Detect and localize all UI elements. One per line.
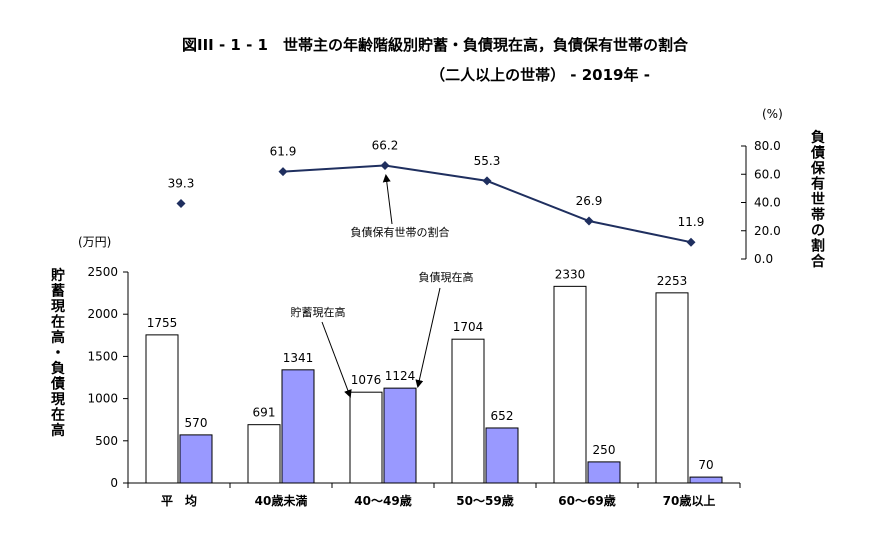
line-point xyxy=(176,198,186,208)
bar-debt-label: 570 xyxy=(185,416,208,430)
bar-savings-label: 1704 xyxy=(453,320,484,334)
left-axis-label-char: 負 xyxy=(51,360,65,377)
line-point-label: 39.3 xyxy=(168,176,195,190)
left-axis-unit: (万円) xyxy=(78,235,111,249)
left-tick-label: 2000 xyxy=(87,307,118,321)
right-axis-label-char: の xyxy=(811,223,825,239)
right-tick-label: 80.0 xyxy=(754,139,781,153)
right-axis-label-char: 有 xyxy=(811,176,825,193)
left-axis-label-char: 高 xyxy=(51,422,65,439)
left-axis-label-char: 在 xyxy=(51,407,65,424)
x-category-label: 70歳以上 xyxy=(663,493,716,508)
left-axis-label-char: 蓄 xyxy=(51,283,65,300)
left-tick-label: 1500 xyxy=(87,349,118,363)
left-axis-label-char: 現 xyxy=(51,392,65,408)
bar-debt-label: 652 xyxy=(491,409,514,423)
bar-debt xyxy=(587,461,621,484)
bar-savings-label: 2330 xyxy=(555,267,586,281)
bar-savings-label: 1076 xyxy=(351,373,382,387)
annotation-savings-label: 貯蓄現在高 xyxy=(291,305,346,319)
line-point xyxy=(686,237,696,247)
right-axis-label-char: 帯 xyxy=(811,207,825,224)
line-point xyxy=(380,160,390,170)
bar-debt xyxy=(281,369,315,484)
line-point xyxy=(584,216,594,226)
bar-savings xyxy=(349,391,383,484)
bar-savings xyxy=(247,424,281,484)
annotation-line-label: 負債保有世帯の割合 xyxy=(351,225,450,239)
line-point xyxy=(278,167,288,177)
right-tick-label: 20.0 xyxy=(754,224,781,238)
bar-debt xyxy=(689,476,723,484)
bar-debt xyxy=(383,387,417,484)
x-category-label: 50～59歳 xyxy=(456,493,513,508)
annotation-savings-arrow xyxy=(321,321,352,398)
bar-debt xyxy=(485,427,519,484)
left-axis-label-char: 在 xyxy=(51,314,65,331)
x-category-label: 60～69歳 xyxy=(558,493,615,508)
bar-debt xyxy=(179,434,213,484)
chart-subtitle: （二人以上の世帯） - 2019年 - xyxy=(430,66,650,84)
bar-savings xyxy=(553,285,587,484)
line-point xyxy=(482,176,492,186)
left-tick-label: 500 xyxy=(95,434,118,448)
right-tick-label: 40.0 xyxy=(754,196,781,210)
bar-savings-label: 691 xyxy=(253,406,276,420)
bar-savings xyxy=(145,334,179,484)
line-point-label: 11.9 xyxy=(678,215,705,229)
bar-savings xyxy=(655,292,689,484)
left-axis-label-char: ・ xyxy=(51,346,65,362)
bar-debt-label: 1124 xyxy=(385,369,416,383)
right-tick-label: 60.0 xyxy=(754,167,781,181)
line-point-label: 66.2 xyxy=(372,138,399,152)
x-category-label: 平 均 xyxy=(161,493,197,508)
right-axis-label-char: 世 xyxy=(811,191,825,208)
bar-savings-label: 2253 xyxy=(657,274,688,288)
right-axis-unit: (%) xyxy=(762,107,783,121)
left-tick-label: 0 xyxy=(110,476,118,490)
left-tick-label: 2500 xyxy=(87,265,118,279)
bar-debt-label: 1341 xyxy=(283,351,314,365)
right-axis-label-char: 保 xyxy=(810,160,826,177)
left-axis-label-char: 高 xyxy=(51,329,65,346)
right-axis-label-char: 債 xyxy=(810,145,825,162)
line-point-label: 26.9 xyxy=(576,194,603,208)
bar-savings xyxy=(451,338,485,484)
bar-savings-label: 1755 xyxy=(147,316,178,330)
x-category-label: 40歳未満 xyxy=(255,493,308,508)
right-axis-label-char: 合 xyxy=(811,253,826,270)
annotation-debt-label: 負債現在高 xyxy=(419,270,474,284)
right-axis-label-char: 割 xyxy=(811,238,825,255)
annotation-line-arrow xyxy=(382,174,393,225)
right-tick-label: 0.0 xyxy=(754,252,773,266)
left-tick-label: 1000 xyxy=(87,392,118,406)
chart-title: 図III - 1 - 1 世帯主の年齢階級別貯蓄・負債現在高，負債保有世帯の割合 xyxy=(182,36,688,54)
annotation-debt-arrow xyxy=(415,287,441,388)
line-point-label: 55.3 xyxy=(474,154,501,168)
right-axis-label-char: 負 xyxy=(811,129,825,146)
bar-debt-label: 250 xyxy=(593,443,616,457)
left-axis-label-char: 現 xyxy=(51,299,65,315)
left-axis-label-char: 貯 xyxy=(51,267,65,284)
bar-debt-label: 70 xyxy=(698,458,713,472)
line-point-label: 61.9 xyxy=(270,145,297,159)
left-axis-label-char: 債 xyxy=(50,376,65,393)
x-category-label: 40～49歳 xyxy=(354,493,411,508)
